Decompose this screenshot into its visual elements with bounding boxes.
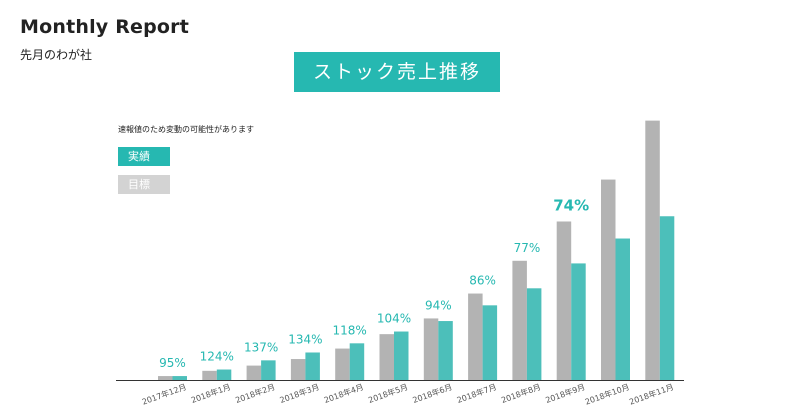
actual-bar: [261, 360, 276, 380]
x-tick-label: 2017年12月: [141, 381, 188, 406]
chart-title: ストック売上推移: [294, 52, 500, 92]
report-subtitle: 先月のわが社: [20, 48, 93, 62]
actual-bar: [394, 331, 409, 380]
percent-label: 137%: [244, 340, 278, 354]
percent-label: 74%: [553, 196, 589, 214]
percent-label: 134%: [288, 332, 322, 346]
actual-bar: [305, 352, 320, 380]
x-tick-label: 2018年2月: [234, 381, 276, 405]
target-bar: [290, 359, 306, 380]
x-tick-label: 2018年3月: [278, 381, 320, 405]
target-bar: [468, 293, 483, 380]
actual-bar: [216, 369, 232, 380]
target-bar: [246, 365, 262, 380]
actual-bar: [526, 288, 542, 380]
target-bar: [512, 260, 527, 380]
x-tick-label: 2018年4月: [323, 381, 365, 405]
x-tick-label: 2018年10月: [584, 381, 631, 406]
x-tick-label: 2018年6月: [411, 381, 453, 405]
target-bar: [335, 348, 350, 380]
x-tick-label: 2018年8月: [500, 381, 542, 405]
percent-label: 104%: [377, 312, 411, 326]
target-bar: [645, 120, 660, 381]
legend-target: 目標: [118, 175, 170, 194]
legend-actual: 実績: [118, 147, 170, 166]
target-bar: [158, 376, 173, 380]
actual-bar: [349, 343, 365, 380]
target-bar: [601, 179, 616, 380]
x-tick-label: 2018年5月: [367, 381, 409, 405]
percent-label: 77%: [514, 241, 541, 255]
percent-label: 118%: [333, 323, 367, 337]
percent-label: 94%: [425, 298, 452, 312]
x-tick-label: 2018年7月: [455, 381, 497, 405]
target-bar: [202, 370, 217, 380]
report-title: Monthly Report: [20, 16, 190, 38]
chart-note: 速報値のため変動の可能性があります: [118, 125, 254, 134]
x-tick-label: 2018年11月: [628, 381, 675, 406]
actual-bar: [172, 376, 187, 380]
percent-label: 124%: [200, 350, 234, 364]
actual-bar: [571, 263, 586, 380]
percent-label: 86%: [469, 274, 496, 288]
target-bar: [556, 221, 572, 380]
target-bar: [423, 318, 439, 380]
target-bar: [379, 334, 394, 380]
x-tick-label: 2018年1月: [190, 381, 232, 405]
actual-bar: [438, 321, 453, 380]
actual-bar: [482, 305, 498, 380]
percent-label: 95%: [159, 356, 186, 370]
x-tick-label: 2018年9月: [544, 381, 586, 405]
actual-bar: [659, 216, 675, 380]
actual-bar: [615, 238, 630, 380]
